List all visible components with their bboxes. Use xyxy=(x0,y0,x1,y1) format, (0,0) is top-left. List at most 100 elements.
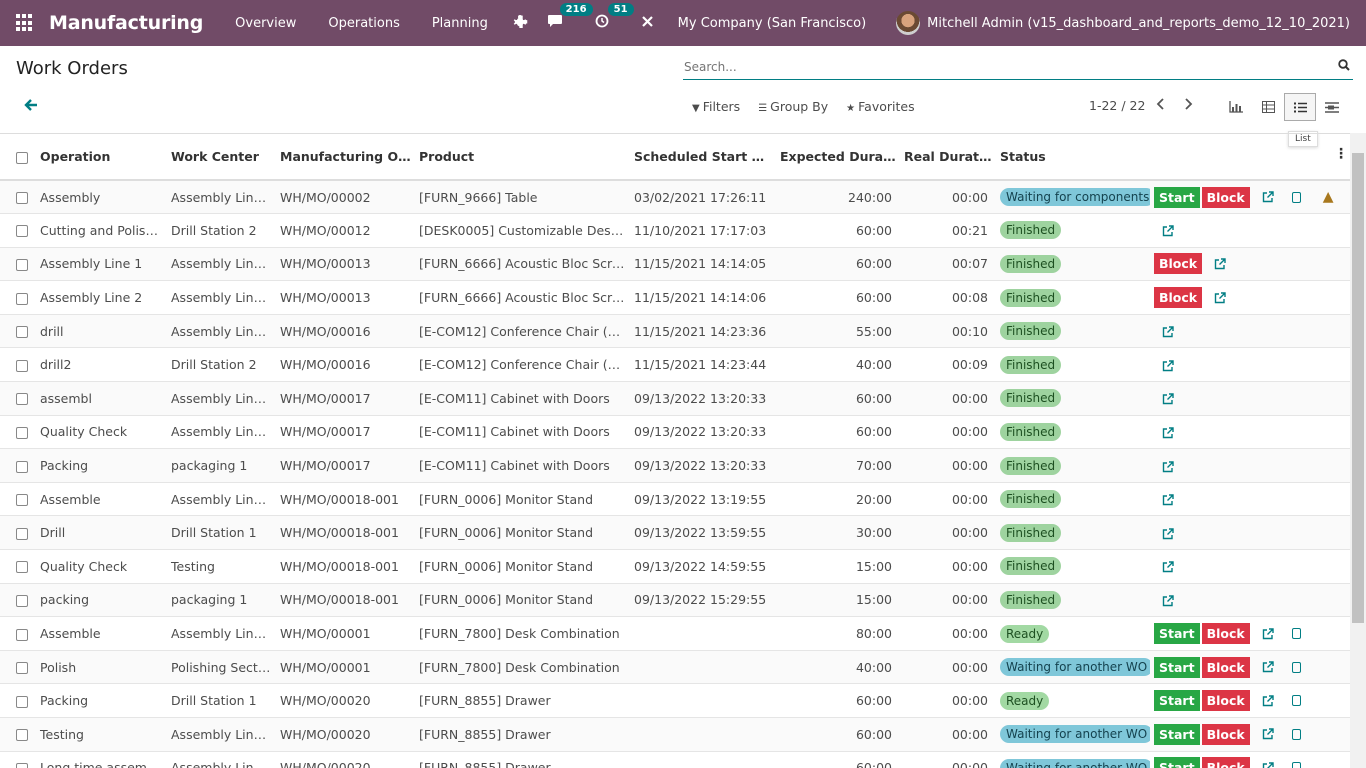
pager-value[interactable]: 1-22 / 22 xyxy=(1089,98,1146,113)
user-avatar[interactable] xyxy=(896,11,921,35)
scrollbar-thumb[interactable] xyxy=(1352,153,1364,623)
table-row[interactable]: drill Assembly Line 2 WH/MO/00016 [E-COM… xyxy=(0,314,1350,349)
block-button[interactable]: Block xyxy=(1201,623,1250,645)
gantt-view-icon[interactable] xyxy=(1316,93,1348,121)
table-row[interactable]: Testing Assembly Line 1 WH/MO/00020 [FUR… xyxy=(0,717,1350,752)
external-link-icon[interactable] xyxy=(1162,427,1174,439)
external-link-icon[interactable] xyxy=(1162,460,1174,473)
table-row[interactable]: Drill Drill Station 1 WH/MO/00018-001 [F… xyxy=(0,515,1350,551)
header-status[interactable]: Status xyxy=(996,134,1150,181)
table-scrollbar[interactable] xyxy=(1350,133,1366,768)
bug-icon[interactable] xyxy=(513,14,527,32)
tablet-icon[interactable] xyxy=(1291,191,1301,203)
external-link-icon[interactable] xyxy=(1262,695,1274,707)
external-link-icon[interactable] xyxy=(1162,595,1174,607)
search-input[interactable] xyxy=(683,56,1323,78)
tools-cross-icon[interactable] xyxy=(641,15,654,32)
app-brand[interactable]: Manufacturing xyxy=(49,12,204,34)
block-button[interactable]: Block xyxy=(1201,656,1250,678)
back-arrow-icon[interactable] xyxy=(24,97,38,116)
start-button[interactable]: Start xyxy=(1154,623,1200,645)
block-button[interactable]: Block xyxy=(1154,253,1203,275)
pivot-view-icon[interactable] xyxy=(1252,93,1284,121)
table-row[interactable]: assembl Assembly Line 1 WH/MO/00017 [E-C… xyxy=(0,381,1350,416)
table-row[interactable]: packing packaging 1 WH/MO/00018-001 [FUR… xyxy=(0,583,1350,618)
group-by-button[interactable]: ☰ Group By xyxy=(758,99,828,114)
table-row[interactable]: Long time assembly Assembly Line 1 WH/MO… xyxy=(0,751,1350,768)
external-link-icon[interactable] xyxy=(1162,326,1174,338)
row-checkbox[interactable] xyxy=(16,426,28,439)
tablet-icon[interactable] xyxy=(1291,628,1301,640)
external-link-icon[interactable] xyxy=(1162,393,1174,405)
chat-icon[interactable]: 216 xyxy=(547,3,593,32)
row-checkbox[interactable] xyxy=(16,695,28,708)
external-link-icon[interactable] xyxy=(1262,762,1274,768)
optional-columns-kebab-icon[interactable]: ⋮ xyxy=(1334,146,1348,162)
table-row[interactable]: Quality Check Assembly Line 2 WH/MO/0001… xyxy=(0,415,1350,450)
menu-overview[interactable]: Overview xyxy=(235,15,297,31)
external-link-icon[interactable] xyxy=(1262,661,1274,673)
row-checkbox[interactable] xyxy=(16,393,28,406)
row-checkbox[interactable] xyxy=(16,729,28,742)
table-row[interactable]: Assembly Line 1 Assembly Line 1 WH/MO/00… xyxy=(0,247,1350,282)
table-row[interactable]: Packing Drill Station 1 WH/MO/00020 [FUR… xyxy=(0,683,1350,718)
company-switcher[interactable]: My Company (San Francisco) xyxy=(677,15,867,31)
table-row[interactable]: Polish Polishing Section WH/MO/00001 [FU… xyxy=(0,650,1350,685)
activity-clock-icon[interactable]: 51 xyxy=(595,3,634,32)
header-expected-duration[interactable]: Expected Durati… xyxy=(776,134,900,181)
start-button[interactable]: Start xyxy=(1154,690,1200,712)
graph-view-icon[interactable] xyxy=(1220,93,1252,121)
header-product[interactable]: Product xyxy=(415,134,630,181)
row-checkbox[interactable] xyxy=(16,494,28,507)
external-link-icon[interactable] xyxy=(1262,191,1274,203)
table-row[interactable]: Quality Check Testing WH/MO/00018-001 [F… xyxy=(0,549,1350,584)
row-checkbox[interactable] xyxy=(16,662,28,675)
header-real-duration[interactable]: Real Durati… xyxy=(900,134,996,181)
table-row[interactable]: Packing packaging 1 WH/MO/00017 [E-COM11… xyxy=(0,448,1350,483)
row-checkbox[interactable] xyxy=(16,561,28,574)
pager-previous-icon[interactable] xyxy=(1155,97,1165,115)
external-link-icon[interactable] xyxy=(1262,728,1274,740)
block-button[interactable]: Block xyxy=(1201,723,1250,745)
table-row[interactable]: Assembly Assembly Line 1 WH/MO/00002 [FU… xyxy=(0,180,1350,215)
table-row[interactable]: Assemble Assembly Line 1 WH/MO/00001 [FU… xyxy=(0,616,1350,651)
row-checkbox[interactable] xyxy=(16,326,28,339)
filters-button[interactable]: ▼ Filters xyxy=(692,99,740,114)
external-link-icon[interactable] xyxy=(1262,627,1274,640)
block-button[interactable]: Block xyxy=(1201,690,1250,712)
menu-planning[interactable]: Planning xyxy=(431,15,488,31)
block-button[interactable]: Block xyxy=(1154,287,1203,309)
user-menu[interactable]: Mitchell Admin (v15_dashboard_and_report… xyxy=(927,15,1350,31)
external-link-icon[interactable] xyxy=(1214,291,1226,304)
table-row[interactable]: drill2 Drill Station 2 WH/MO/00016 [E-CO… xyxy=(0,347,1350,383)
table-row[interactable]: Assemble Assembly Line 1 WH/MO/00018-001… xyxy=(0,482,1350,517)
table-row[interactable]: Assembly Line 2 Assembly Line 2 WH/MO/00… xyxy=(0,280,1350,315)
block-button[interactable]: Block xyxy=(1201,186,1250,208)
start-button[interactable]: Start xyxy=(1154,186,1200,208)
select-all-checkbox[interactable] xyxy=(16,151,28,164)
row-checkbox[interactable] xyxy=(16,628,28,641)
header-operation[interactable]: Operation xyxy=(36,134,167,181)
tablet-icon[interactable] xyxy=(1291,728,1301,740)
tablet-icon[interactable] xyxy=(1291,762,1301,768)
row-checkbox[interactable] xyxy=(16,225,28,238)
row-checkbox[interactable] xyxy=(16,192,28,205)
start-button[interactable]: Start xyxy=(1154,723,1200,745)
start-button[interactable]: Start xyxy=(1154,757,1200,768)
tablet-icon[interactable] xyxy=(1291,695,1301,707)
external-link-icon[interactable] xyxy=(1162,225,1174,237)
block-button[interactable]: Block xyxy=(1201,757,1250,768)
row-checkbox[interactable] xyxy=(16,527,28,540)
row-checkbox[interactable] xyxy=(16,762,28,768)
header-manufacturing-order[interactable]: Manufacturing Order xyxy=(276,134,415,181)
list-view-icon[interactable] xyxy=(1284,93,1316,121)
header-scheduled-start[interactable]: Scheduled Start Date xyxy=(630,134,776,181)
menu-operations[interactable]: Operations xyxy=(328,15,400,31)
external-link-icon[interactable] xyxy=(1162,528,1174,540)
tablet-icon[interactable] xyxy=(1291,661,1301,673)
favorites-button[interactable]: ★ Favorites xyxy=(846,99,914,114)
external-link-icon[interactable] xyxy=(1214,258,1226,270)
header-work-center[interactable]: Work Center xyxy=(167,134,276,181)
row-checkbox[interactable] xyxy=(16,292,28,305)
search-icon[interactable] xyxy=(1338,59,1350,71)
